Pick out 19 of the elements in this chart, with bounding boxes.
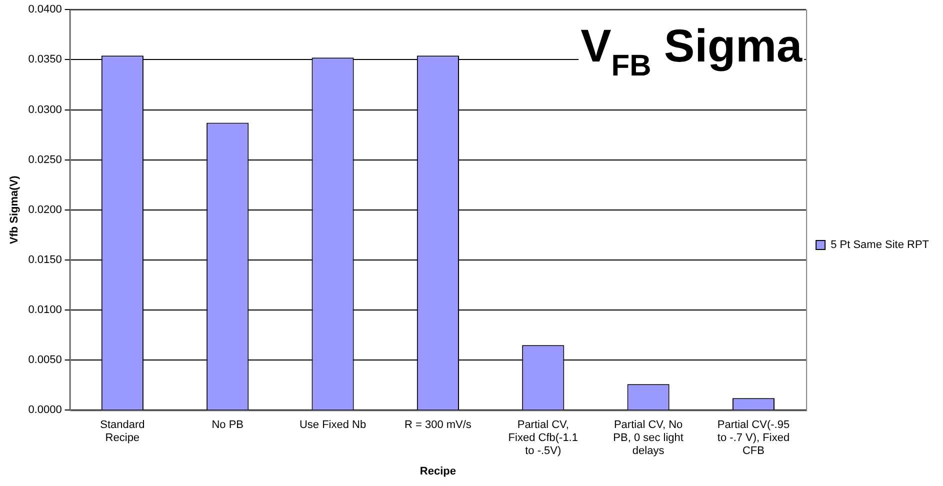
x-tick-label: Partial CV(-.95 to -.7 V), Fixed CFB — [717, 418, 790, 458]
y-axis-title: Vfb Sigma(V) — [8, 175, 21, 244]
x-tick-label: Standard Recipe — [100, 418, 145, 444]
legend-label: 5 Pt Same Site RPT — [830, 239, 930, 252]
x-tick-label: No PB — [212, 418, 244, 431]
y-tick-label: 0.0400 — [28, 4, 62, 16]
x-tick-label: Use Fixed Nb — [299, 418, 366, 431]
y-tick-label: 0.0150 — [28, 254, 62, 266]
y-tick-label: 0.0200 — [28, 204, 62, 216]
x-tick-label: Partial CV, No PB, 0 sec light delays — [613, 418, 684, 458]
x-tick-label: Partial CV, Fixed Cfb(-1.1 to -.5V) — [508, 418, 578, 458]
y-tick-label: 0.0100 — [28, 304, 62, 316]
y-tick-label: 0.0350 — [28, 54, 62, 66]
x-tick-label: R = 300 mV/s — [404, 418, 472, 431]
y-tick-label: 0.0250 — [28, 154, 62, 166]
y-tick-label: 0.0300 — [28, 104, 62, 116]
y-tick-label: 0.0050 — [28, 354, 62, 366]
x-axis-title: Recipe — [420, 465, 456, 478]
y-tick-label: 0.0000 — [28, 404, 62, 416]
